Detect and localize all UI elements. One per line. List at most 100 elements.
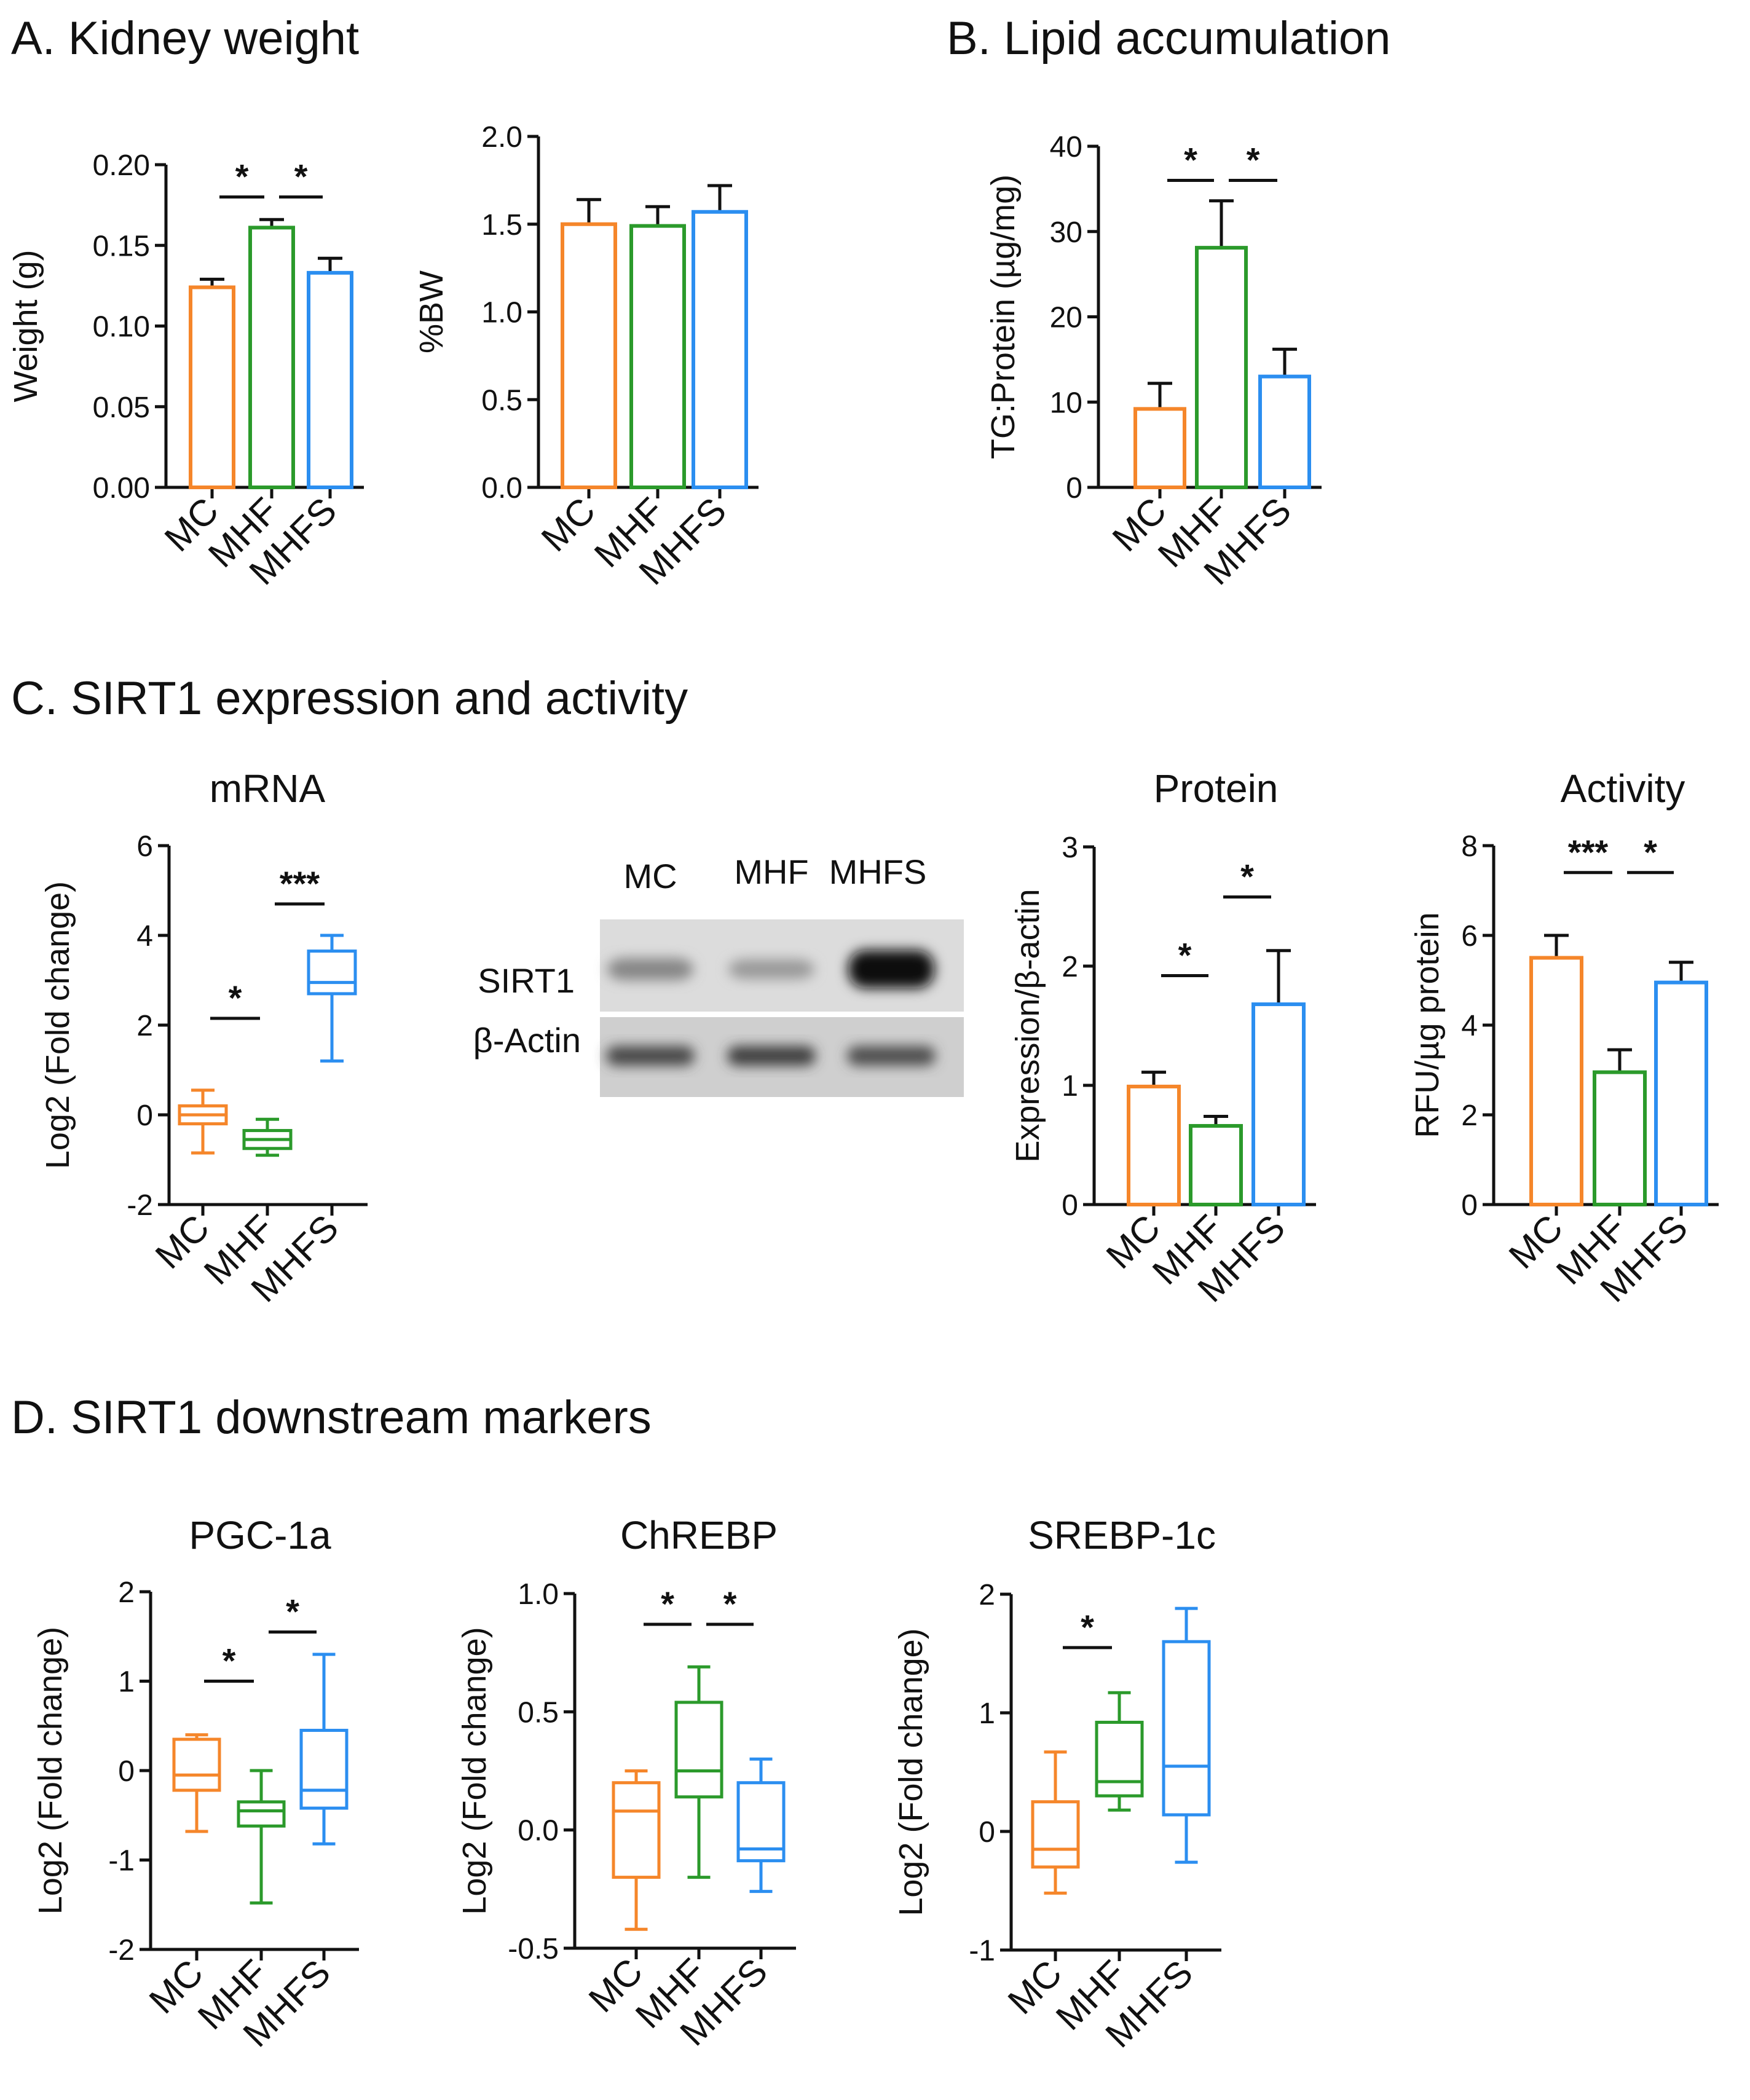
y-axis-label: RFU/µg protein (1409, 912, 1446, 1138)
y-axis-label: TG:Protein (µg/mg) (985, 175, 1022, 459)
y-axis-label: Log2 (Fold change) (893, 1628, 929, 1916)
y-tick-label: 2 (1062, 951, 1078, 983)
y-axis-label: Log2 (Fold change) (32, 1627, 69, 1914)
blot-lane-label-mhf: MHF (734, 852, 808, 891)
y-tick-label: 1.5 (481, 209, 522, 242)
blot-band-actin (606, 1046, 695, 1066)
y-tick-label: 6 (136, 830, 153, 863)
significance-label: * (229, 978, 242, 1017)
y-tick-label: 0 (1461, 1189, 1478, 1222)
y-tick-label: 20 (1050, 302, 1082, 334)
bar-mhf (1189, 1123, 1243, 1206)
y-tick-label: 1 (118, 1666, 135, 1699)
blot-band-sirt1 (728, 959, 814, 979)
significance-label: * (223, 1642, 236, 1680)
box-mc (1031, 1800, 1080, 1869)
chart-title: Activity (1561, 766, 1685, 811)
significance-label: * (661, 1584, 674, 1623)
y-tick-label: 1.0 (481, 297, 522, 329)
y-tick-label: 0.0 (481, 472, 522, 505)
bar-mc (189, 285, 235, 489)
significance-label: * (1184, 141, 1197, 179)
blot-band-sirt1 (607, 958, 693, 980)
chart-title: ChREBP (620, 1513, 778, 1557)
blot-band-actin (847, 1046, 936, 1066)
y-tick-label: 8 (1461, 830, 1478, 863)
chart-title: Protein (1154, 766, 1279, 811)
significance-label: * (294, 157, 308, 196)
chart-title: SREBP-1c (1028, 1513, 1216, 1557)
y-tick-label: 4 (136, 920, 153, 953)
y-tick-label: 4 (1461, 1010, 1478, 1042)
y-tick-label: 1 (1062, 1070, 1078, 1103)
significance-label: * (235, 157, 249, 196)
section-title-a: A. Kidney weight (11, 12, 359, 65)
significance-label: * (1081, 1608, 1094, 1646)
y-tick-label: 0.10 (93, 311, 150, 344)
y-axis-label: Log2 (Fold change) (39, 881, 76, 1169)
box-mhf (1095, 1720, 1144, 1798)
significance-label: * (723, 1584, 737, 1623)
y-tick-label: 6 (1461, 920, 1478, 953)
y-tick-label: 30 (1050, 216, 1082, 249)
chart-title: mRNA (210, 766, 326, 811)
y-tick-label: 10 (1050, 387, 1082, 419)
blot-band-actin (727, 1046, 816, 1066)
y-tick-label: -0.5 (508, 1933, 559, 1965)
y-tick-label: -2 (127, 1189, 153, 1222)
blot-row-label-actin: β-Actin (473, 1021, 581, 1060)
y-tick-label: 1.0 (518, 1578, 559, 1611)
y-tick-label: 0.00 (93, 472, 150, 505)
box-mhfs (1162, 1640, 1211, 1817)
y-tick-label: 0 (136, 1099, 153, 1132)
y-tick-label: 0.20 (93, 149, 150, 182)
bar-mhfs (692, 210, 748, 489)
bar-mhf (248, 226, 295, 489)
significance-label: * (1178, 936, 1192, 975)
y-tick-label: -1 (969, 1935, 995, 1967)
bar-mc (1127, 1084, 1181, 1206)
section-title-c: C. SIRT1 expression and activity (11, 672, 688, 725)
box-mhfs (299, 1729, 349, 1810)
y-tick-label: 0.05 (93, 391, 150, 424)
y-tick-label: 2 (1461, 1099, 1478, 1132)
chart-title: PGC-1a (189, 1513, 331, 1557)
blot-row-label-sirt1: SIRT1 (478, 961, 575, 1000)
blot-lane-label-mc: MC (623, 857, 677, 895)
bar-mhfs (307, 270, 353, 489)
significance-label: *** (1568, 833, 1609, 871)
bar-mc (1529, 956, 1583, 1206)
box-mhfs (307, 950, 357, 996)
y-tick-label: -2 (108, 1934, 135, 1967)
bar-mhfs (1258, 374, 1311, 489)
box-mhf (237, 1800, 286, 1828)
significance-label: * (1247, 141, 1260, 179)
y-tick-label: 1 (979, 1697, 995, 1730)
bar-mhfs (1251, 1002, 1306, 1206)
y-tick-label: 0 (1066, 472, 1082, 505)
y-tick-label: 3 (1062, 832, 1078, 864)
y-tick-label: 0 (118, 1755, 135, 1788)
box-mc (172, 1737, 221, 1792)
blot-band-sirt1 (848, 950, 934, 988)
significance-label: *** (280, 864, 320, 903)
bar-mhf (629, 224, 686, 489)
blot-lane-label-mhfs: MHFS (829, 852, 927, 891)
section-title-b: B. Lipid accumulation (947, 12, 1390, 65)
significance-label: * (1240, 857, 1254, 895)
bar-mc (1133, 407, 1186, 489)
y-axis-label: Weight (g) (7, 250, 44, 402)
y-tick-label: -1 (108, 1845, 135, 1878)
bar-mc (561, 222, 617, 489)
y-tick-label: 0 (1062, 1189, 1078, 1222)
box-mhf (674, 1701, 723, 1799)
y-axis-label: %BW (413, 270, 450, 353)
y-tick-label: 2.0 (481, 121, 522, 154)
